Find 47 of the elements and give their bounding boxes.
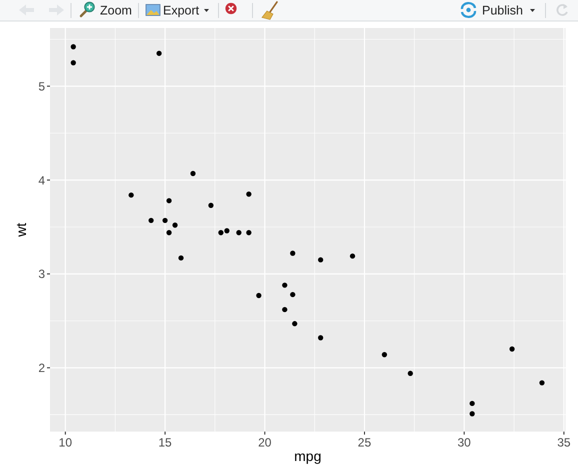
y-tick-label: 4: [38, 173, 46, 188]
point: [246, 192, 252, 197]
point: [290, 292, 296, 298]
text: Publish: [482, 4, 524, 18]
x-tick-label: 10: [58, 436, 72, 450]
point: [148, 218, 154, 224]
point: [256, 292, 262, 298]
y-tick-label: 2: [38, 360, 46, 375]
x-tick-label: 15: [158, 436, 172, 450]
point: [408, 370, 413, 376]
y-tick-label: 3: [38, 267, 46, 282]
point: [246, 230, 252, 236]
y-tick-label: 5: [38, 79, 46, 94]
point: [236, 230, 242, 236]
point: [509, 346, 515, 352]
x-tick-label: 25: [358, 436, 372, 450]
point: [166, 230, 172, 236]
point: [70, 44, 76, 50]
point: [382, 352, 388, 358]
point: [470, 400, 475, 406]
point: [292, 321, 298, 326]
x-axis-title: mpg: [294, 448, 322, 464]
point: [178, 255, 184, 261]
point: [190, 170, 196, 176]
text: Zoom: [100, 4, 132, 18]
point: [282, 282, 288, 288]
x-tick-label: 35: [557, 436, 571, 450]
y-axis-title: wt: [13, 222, 29, 238]
point: [318, 257, 324, 262]
point: [208, 202, 214, 208]
point: [70, 60, 76, 66]
x-tick-label: 30: [458, 436, 472, 450]
point: [470, 411, 475, 416]
point: [224, 228, 230, 234]
point: [166, 198, 172, 204]
x-tick-label: 20: [258, 436, 272, 450]
point: [172, 222, 178, 228]
point: [218, 230, 224, 236]
point: [290, 250, 296, 256]
point: [318, 335, 324, 340]
point: [350, 253, 356, 259]
point: [282, 306, 288, 312]
point: [128, 192, 134, 198]
point: [156, 50, 162, 56]
text: Export: [163, 4, 200, 18]
point: [162, 218, 168, 224]
point: [539, 380, 545, 386]
